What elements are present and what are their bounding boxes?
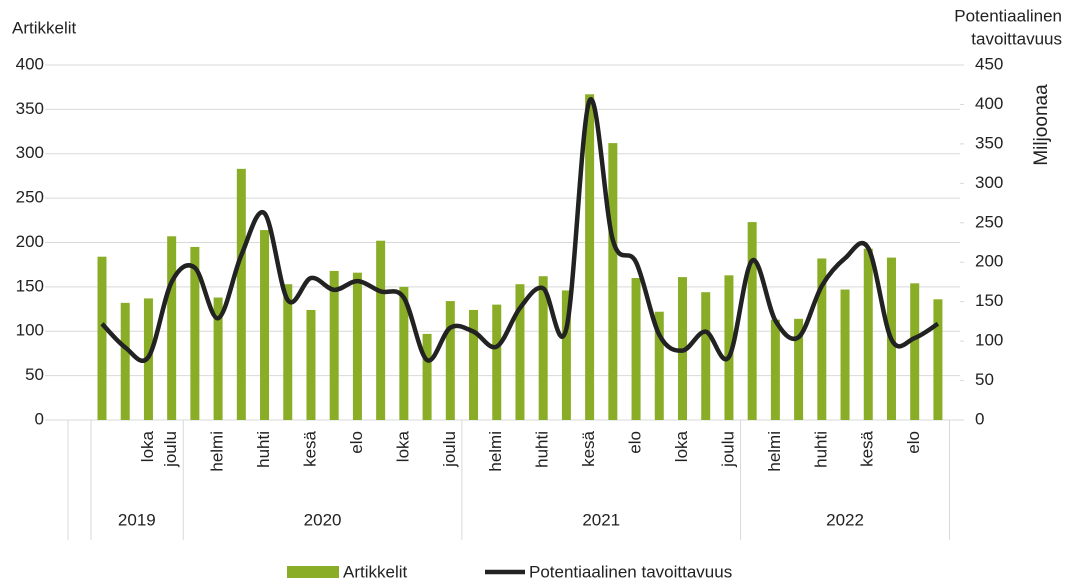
x-tick-label: elo [626,431,645,454]
line [100,97,940,363]
x-tick-label: helmi [208,431,227,472]
bar [260,230,270,420]
bar [167,236,177,420]
y2-unit-label: Miljoonaa [1031,84,1052,166]
bar [306,309,316,420]
bar [585,94,595,420]
x-tick-label: loka [672,430,691,462]
y2-tick-label: 0 [975,409,984,428]
bar [933,299,943,420]
bar [747,222,757,420]
bar [910,283,920,420]
x-group-label: 2019 [118,510,156,529]
y-tick-label: 200 [16,232,44,251]
x-tick-label: kesä [300,430,319,466]
bar [469,309,479,420]
bar [863,248,873,420]
bar [608,143,618,420]
bar [770,319,780,420]
y-tick-label: 0 [35,409,44,428]
y2-tick-label: 50 [975,370,994,389]
bar [329,270,339,420]
bar [283,284,293,420]
x-tick-label: elo [347,431,366,454]
bar [376,240,386,420]
y-tick-label: 350 [16,99,44,118]
bar [120,302,130,420]
x-group-label: 2022 [826,510,864,529]
y-tick-label: 50 [25,365,44,384]
bar [422,333,432,420]
y-tick-label: 100 [16,321,44,340]
x-tick-label: helmi [765,431,784,472]
y-tick-label: 250 [16,188,44,207]
bar [97,256,107,420]
y-tick-label: 400 [16,54,44,73]
bar [190,246,200,420]
bar [538,276,548,420]
bar [515,284,525,420]
bar [213,297,223,420]
bar [724,275,734,420]
y-tick-label: 150 [16,276,44,295]
y2-axis-label: Potentiaalinen [954,6,1062,25]
bar [492,304,502,420]
x-tick-label: joulu [161,431,180,468]
bar [794,318,804,420]
x-tick-label: huhti [533,431,552,468]
y2-tick-label: 100 [975,331,1003,350]
x-tick-label: elo [904,431,923,454]
x-tick-label: joulu [718,431,737,468]
x-tick-label: joulu [440,431,459,468]
bar [352,272,362,420]
y2-tick-label: 250 [975,212,1003,231]
x-tick-label: loka [393,430,412,462]
x-tick-label: kesä [858,430,877,466]
y2-tick-label: 400 [975,94,1003,113]
bar [445,301,455,420]
bar [817,258,827,420]
y2-tick-label: 200 [975,252,1003,271]
legend-swatch [287,566,339,578]
bar [399,286,409,420]
bar [654,311,664,420]
y2-tick-label: 450 [975,54,1003,73]
bar [561,290,571,420]
bar [631,278,641,420]
bar [840,289,850,420]
x-group-label: 2021 [582,510,620,529]
y2-tick-label: 300 [975,173,1003,192]
legend-label: Potentiaalinen tavoittavuus [529,562,732,581]
bar [701,292,711,420]
x-tick-label: huhti [811,431,830,468]
x-tick-label: loka [138,430,157,462]
y2-tick-label: 150 [975,291,1003,310]
y-axis-label: Artikkelit [12,18,77,37]
y2-axis-label: tavoittavuus [971,29,1062,48]
legend-label: Artikkelit [343,562,408,581]
x-group-label: 2020 [304,510,342,529]
y2-tick-label: 350 [975,133,1003,152]
x-tick-label: huhti [254,431,273,468]
bar [236,168,246,420]
x-tick-label: helmi [486,431,505,472]
y-tick-label: 300 [16,143,44,162]
x-tick-label: kesä [579,430,598,466]
